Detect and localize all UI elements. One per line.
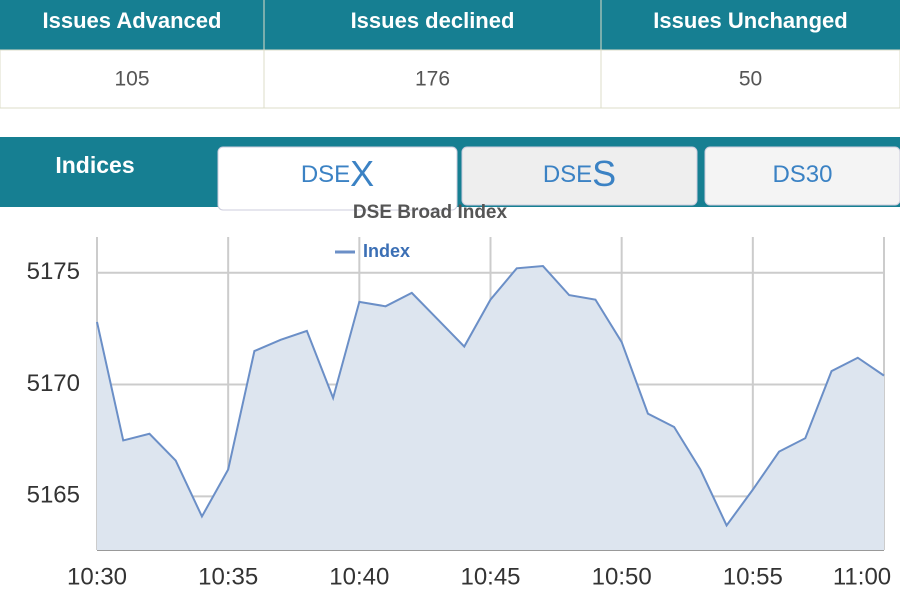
- stat-header: Issues declined: [351, 8, 515, 33]
- tab-group-label: Indices: [55, 152, 134, 178]
- y-tick-label: 5175: [27, 258, 80, 285]
- chart-title: DSE Broad Index: [353, 202, 508, 223]
- x-tick-label: 10:45: [460, 563, 520, 590]
- tab-label-prefix: DSE: [543, 161, 592, 188]
- x-tick-label: 10:35: [198, 563, 258, 590]
- x-tick-label: 10:50: [592, 563, 652, 590]
- stats-header-bar: [0, 0, 900, 50]
- x-tick-label: 10:55: [723, 563, 783, 590]
- tab-label[interactable]: DS30: [772, 161, 832, 188]
- stat-value: 50: [739, 68, 762, 91]
- line: [96, 265, 885, 528]
- stat-value: 176: [415, 68, 450, 91]
- tab-label[interactable]: DSES: [543, 153, 616, 194]
- stats-row: [0, 49, 900, 109]
- stat-header: Issues Advanced: [43, 8, 222, 33]
- y-tick-label: 5165: [27, 482, 80, 509]
- tab-label[interactable]: DSEX: [301, 153, 374, 194]
- tab[interactable]: [461, 146, 698, 206]
- area: [97, 266, 884, 550]
- tab[interactable]: [704, 146, 900, 206]
- tab-label-suffix: X: [350, 153, 374, 194]
- x-tick-label: 10:30: [67, 563, 127, 590]
- stat-header: Issues Unchanged: [653, 8, 847, 33]
- stat-value: 105: [114, 68, 149, 91]
- tab-label-suffix: S: [592, 153, 616, 194]
- x-tick-label: 10:40: [329, 563, 389, 590]
- tab[interactable]: [217, 146, 458, 211]
- tab-label-prefix: DSE: [301, 161, 350, 188]
- legend-label: Index: [363, 241, 410, 261]
- tab-label-prefix: DS30: [772, 161, 832, 188]
- y-tick-label: 5170: [27, 370, 80, 397]
- x-tick-label: 11:00: [833, 563, 891, 590]
